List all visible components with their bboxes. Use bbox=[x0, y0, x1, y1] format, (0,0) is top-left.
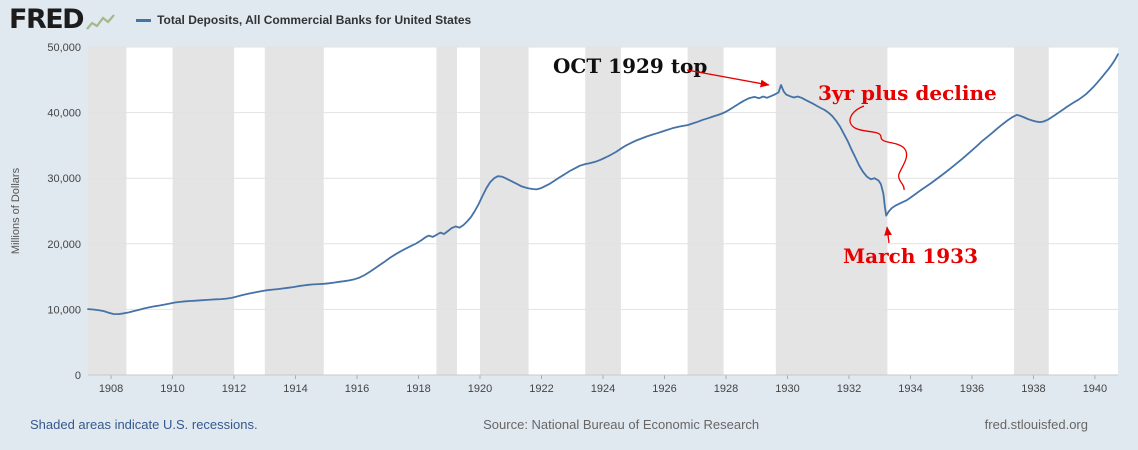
header: FRED Total Deposits, All Commercial Bank… bbox=[0, 0, 1138, 40]
oct-1929-arrow bbox=[686, 69, 770, 88]
recession-band bbox=[264, 47, 324, 375]
x-tick-label: 1934 bbox=[898, 383, 922, 395]
x-tick-label: 1922 bbox=[529, 383, 553, 395]
fred-site-link[interactable]: fred.stlouisfed.org bbox=[984, 416, 1088, 432]
y-tick-label: 40,000 bbox=[47, 108, 81, 120]
x-tick-label: 1912 bbox=[222, 383, 246, 395]
deposits-line bbox=[87, 53, 1119, 316]
x-tick-label: 1910 bbox=[160, 383, 184, 395]
legend-series-label: Total Deposits, All Commercial Banks for… bbox=[157, 13, 472, 27]
march-1933-arrow bbox=[884, 226, 892, 244]
x-tick-label: 1918 bbox=[406, 383, 430, 395]
x-tick-label: 1928 bbox=[714, 383, 738, 395]
x-tick-label: 1938 bbox=[1021, 383, 1045, 395]
fred-logo-text: FRED bbox=[9, 4, 85, 35]
footer: Shaded areas indicate U.S. recessions. S… bbox=[0, 414, 1138, 434]
recession-band bbox=[436, 47, 457, 375]
chart-legend: Total Deposits, All Commercial Banks for… bbox=[136, 13, 471, 27]
x-tick-label: 1920 bbox=[468, 383, 492, 395]
x-tick-label: 1926 bbox=[652, 383, 676, 395]
x-tick-label: 1908 bbox=[99, 383, 123, 395]
recession-band bbox=[480, 47, 529, 375]
annotation-oct-1929-top: OCT 1929 top bbox=[553, 54, 707, 78]
source-text: Source: National Bureau of Economic Rese… bbox=[483, 416, 760, 432]
fred-logo[interactable]: FRED bbox=[9, 4, 116, 35]
y-tick-label: 0 bbox=[75, 370, 81, 382]
annotations-layer: OCT 1929 top 3yr plus decline March 1933 bbox=[553, 54, 997, 268]
x-tick-label: 1940 bbox=[1083, 383, 1107, 395]
chart-canvas: 0 10,000 20,000 30,000 40,000 50,000 1908 1910 1… bbox=[47, 42, 1119, 395]
decline-brace-squiggle bbox=[849, 105, 908, 191]
x-tick-label: 1930 bbox=[775, 383, 799, 395]
recession-band bbox=[687, 47, 724, 375]
recession-band bbox=[172, 47, 235, 375]
annotation-march-1933: March 1933 bbox=[843, 244, 978, 268]
recession-note-link[interactable]: Shaded areas indicate U.S. recessions. bbox=[30, 416, 258, 432]
recession-band bbox=[775, 47, 888, 375]
recession-band bbox=[1014, 47, 1049, 375]
x-tick-label: 1932 bbox=[837, 383, 861, 395]
recession-band bbox=[88, 47, 127, 375]
y-tick-label: 10,000 bbox=[47, 304, 81, 316]
fred-sparkline-icon bbox=[86, 14, 115, 30]
y-tick-label: 30,000 bbox=[47, 173, 81, 185]
recession-band bbox=[585, 47, 621, 375]
x-tick-label: 1914 bbox=[283, 383, 307, 395]
y-tick-label: 20,000 bbox=[47, 239, 81, 251]
x-tick-label: 1924 bbox=[591, 383, 615, 395]
annotation-3yr-decline: 3yr plus decline bbox=[818, 81, 997, 105]
x-tick-label: 1936 bbox=[960, 383, 984, 395]
y-tick-label: 50,000 bbox=[47, 42, 81, 54]
legend-line-swatch bbox=[136, 18, 152, 22]
x-tick-label: 1916 bbox=[345, 383, 369, 395]
